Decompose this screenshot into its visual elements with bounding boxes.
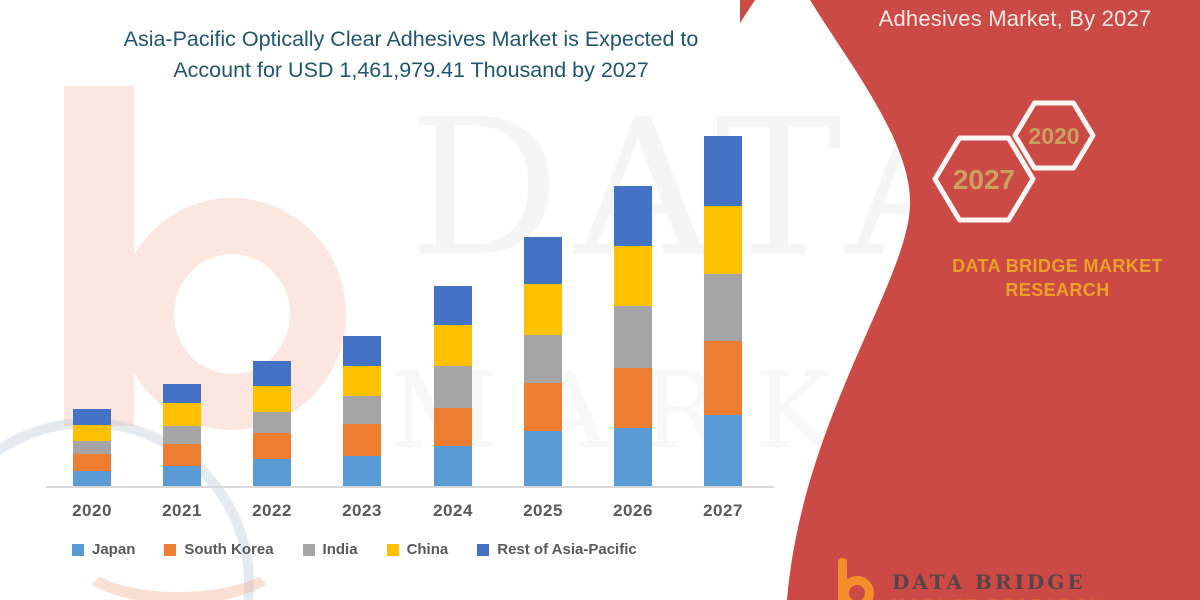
bar-segment-rest-of-asia-pacific: [343, 335, 381, 366]
bar-2027: [704, 136, 742, 486]
stacked-bar-chart: 2020 2021 2022 2023 2024 2025 2026 2027 Japan So…: [46, 136, 774, 558]
bar-segment-japan: [253, 458, 291, 486]
bar-segment-rest-of-asia-pacific: [163, 383, 201, 403]
bar-segment-japan: [614, 427, 652, 486]
bar-segment-india: [163, 425, 201, 444]
bar-segment-india: [434, 365, 472, 408]
x-axis-label-2020: 2020: [72, 501, 112, 520]
bar-2021: [163, 383, 201, 486]
bar-segment-china: [343, 365, 381, 396]
chart-title-line1: Asia-Pacific Optically Clear Adhesives M…: [123, 27, 699, 51]
legend-item-india: India: [302, 541, 358, 558]
bar-segment-rest-of-asia-pacific: [614, 186, 652, 246]
legend-label: Japan: [92, 541, 136, 558]
bar-segment-south-korea: [163, 443, 201, 466]
bar-segment-china: [253, 385, 291, 412]
bar-segment-india: [253, 411, 291, 433]
legend-label: China: [406, 541, 449, 558]
x-axis-label-2021: 2021: [162, 501, 202, 520]
bar-segment-south-korea: [614, 367, 652, 428]
legend-label: South Korea: [184, 541, 274, 558]
bar-segment-china: [524, 284, 562, 335]
watermark-logo-stem: [64, 86, 134, 426]
legend-label: India: [322, 541, 358, 558]
hexagon-2020: [1012, 100, 1096, 171]
x-axis-label-2027: 2027: [703, 501, 743, 520]
bar-segment-china: [704, 206, 742, 274]
footer-logo: DATA BRIDGE MARKET RESEARCH: [824, 552, 1170, 600]
bar-segment-japan: [343, 455, 381, 486]
bar-segment-china: [73, 424, 111, 441]
red-side-panel: 2027 2020: [740, 0, 1200, 600]
legend-swatch-icon: [477, 543, 490, 556]
watermark-logo-arc: [72, 512, 286, 600]
legend-swatch-icon: [302, 543, 315, 556]
bar-segment-rest-of-asia-pacific: [524, 237, 562, 284]
hexagon-2027: [932, 135, 1036, 223]
bar-2023: [343, 335, 381, 486]
bar-segment-japan: [704, 414, 742, 486]
logo-sub-text: MARKET RESEARCH: [892, 596, 1105, 600]
legend-item-japan: Japan: [72, 541, 135, 558]
bar-segment-india: [614, 305, 652, 368]
bar-2025: [524, 237, 562, 486]
red-corner-sliver: [740, 0, 755, 23]
bar-segment-india: [73, 440, 111, 454]
bar-segment-south-korea: [704, 340, 742, 415]
legend-swatch-icon: [72, 543, 84, 556]
panel-heading: Adhesives Market, By 2027: [878, 6, 1152, 31]
bar-segment-japan: [524, 430, 562, 486]
x-axis-label-2024: 2024: [433, 501, 473, 520]
chart-title: Asia-Pacific Optically Clear Adhesives M…: [58, 24, 764, 86]
bar-segment-south-korea: [434, 407, 472, 446]
bar-segment-india: [704, 273, 742, 341]
bar-segment-south-korea: [253, 432, 291, 459]
bar-segment-rest-of-asia-pacific: [73, 409, 111, 425]
hexagon-2020-label: 2020: [1028, 123, 1079, 149]
chart-legend: Japan South Korea India China Rest of Asia-P…: [72, 541, 637, 558]
bar-segment-south-korea: [73, 453, 111, 471]
bar-2026: [614, 186, 652, 486]
legend-item-china: China: [386, 541, 449, 558]
bar-segment-china: [614, 245, 652, 306]
bar-segment-china: [434, 324, 472, 366]
brand-text-line1: DATA BRIDGE MARKET: [952, 256, 1163, 276]
x-axis-label-2026: 2026: [613, 501, 653, 520]
bar-2024: [434, 286, 472, 486]
bar-segment-japan: [73, 470, 111, 486]
legend-item-rest-of-asia-pacific: Rest of Asia-Pacific: [477, 541, 637, 558]
bar-2022: [253, 361, 291, 486]
x-axis-line: [46, 486, 774, 488]
bar-segment-south-korea: [343, 423, 381, 456]
red-panel-shape: [787, 0, 1200, 600]
legend-swatch-icon: [386, 543, 399, 556]
bar-2020: [73, 409, 111, 486]
x-axis-label-2023: 2023: [342, 501, 382, 520]
bar-segment-india: [524, 334, 562, 383]
bar-segment-rest-of-asia-pacific: [434, 286, 472, 325]
logo-b-bowl-icon: [840, 576, 874, 600]
bar-segment-india: [343, 395, 381, 424]
bar-segment-south-korea: [524, 382, 562, 431]
bar-segment-rest-of-asia-pacific: [704, 136, 742, 206]
x-axis-label-2025: 2025: [523, 501, 563, 520]
legend-item-south-korea: South Korea: [164, 541, 274, 558]
logo-b-icon: [838, 558, 847, 600]
chart-title-line2: Account for USD 1,461,979.41 Thousand by…: [173, 58, 649, 83]
legend-label: Rest of Asia-Pacific: [497, 541, 637, 558]
brand-text-block: DATA BRIDGE MARKET RESEARCH: [945, 254, 1170, 303]
bar-segment-rest-of-asia-pacific: [253, 361, 291, 386]
legend-swatch-icon: [164, 543, 177, 556]
bar-segment-japan: [434, 445, 472, 486]
bar-segment-japan: [163, 465, 201, 486]
logo-brand-text: DATA BRIDGE: [892, 570, 1086, 594]
brand-text-line2: RESEARCH: [1005, 280, 1110, 301]
hexagon-2027-label: 2027: [953, 164, 1015, 195]
bar-segment-china: [163, 402, 201, 426]
x-axis-label-2022: 2022: [252, 501, 292, 520]
